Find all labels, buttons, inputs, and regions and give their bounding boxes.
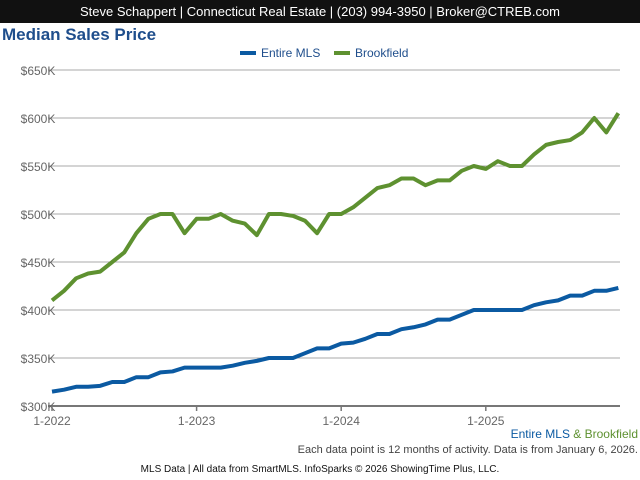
x-tick-label: 1-2025 — [467, 414, 505, 428]
y-tick-label: $400K — [21, 304, 56, 318]
y-tick-label: $350K — [21, 352, 56, 366]
x-tick-label: 1-2024 — [323, 414, 361, 428]
chart-title: Median Sales Price — [2, 25, 157, 44]
y-tick-label: $650K — [21, 64, 56, 78]
x-tick-label: 1-2023 — [178, 414, 216, 428]
y-tick-label: $300K — [21, 400, 56, 414]
footer: MLS Data | All data from SmartMLS. InfoS… — [140, 464, 500, 475]
bottom-legend-amp: & — [569, 427, 585, 441]
bottom-legend-brookfield: Brookfield — [584, 427, 638, 441]
legend-label: Brookfield — [355, 46, 408, 60]
x-tick-label: 1-2022 — [33, 414, 71, 428]
y-tick-label: $550K — [21, 160, 56, 174]
data-note: Each data point is 12 months of activity… — [297, 444, 638, 456]
bottom-legend: Entire MLS & Brookfield — [511, 427, 638, 441]
legend-label: Entire MLS — [261, 46, 320, 60]
bottom-legend-mls: Entire MLS — [510, 427, 570, 441]
series-line-brookfield — [50, 112, 621, 302]
y-tick-label: $600K — [21, 112, 56, 126]
y-tick-label: $500K — [21, 208, 56, 222]
header-bar: Steve Schappert | Connecticut Real Estat… — [0, 0, 640, 23]
series-line-entire-mls — [51, 285, 619, 394]
y-tick-label: $450K — [21, 256, 56, 270]
